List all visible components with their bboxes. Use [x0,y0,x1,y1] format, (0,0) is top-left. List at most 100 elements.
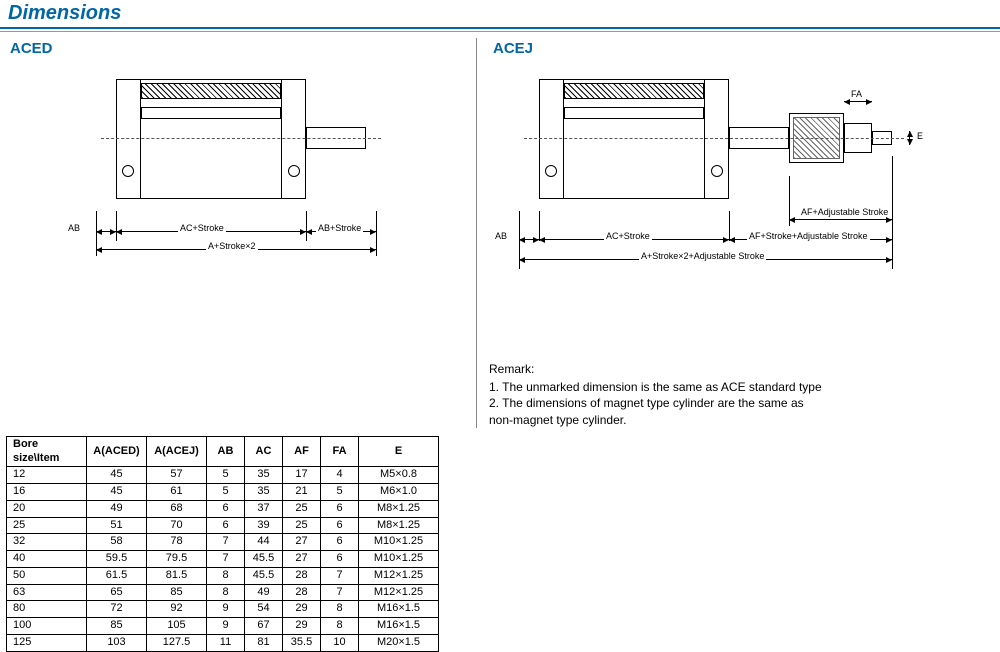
table-cell: M20×1.5 [359,634,439,651]
table-row: 204968637256M8×1.25 [7,500,439,517]
table-cell: 81.5 [147,567,207,584]
table-cell: 28 [283,567,321,584]
table-cell: 9 [207,601,245,618]
table-cell: 32 [7,534,87,551]
table-cell: 103 [87,634,147,651]
tick [892,156,893,269]
end-cap-right [704,79,729,199]
table-cell: 35 [245,484,283,501]
table-cell: 8 [207,584,245,601]
table-cell: 17 [283,467,321,484]
table-cell: 78 [147,534,207,551]
table-cell: 105 [147,618,207,635]
column-aced: ACED AB AC+Stroke A [6,38,466,428]
table-cell: 7 [207,534,245,551]
remark-line: 2. The dimensions of magnet type cylinde… [489,395,994,411]
table-cell: 125 [7,634,87,651]
inner-bore [141,107,281,119]
table-col-header: AB [207,436,245,467]
table-row: 5061.581.5845.5287M12×1.25 [7,567,439,584]
bolt-area-top [564,83,704,99]
table-cell: 29 [283,618,321,635]
dim-label: AB+Stroke [316,223,363,233]
table-cell: 39 [245,517,283,534]
table-cell: 6 [321,551,359,568]
table-cell: M16×1.5 [359,601,439,618]
dim-af-adj [789,219,892,220]
dim-label: FA [849,89,864,99]
dim-label: AF+Adjustable Stroke [799,207,890,217]
table-cell: 5 [207,467,245,484]
table-cell: 85 [87,618,147,635]
diagram-aced: AB AC+Stroke AB+Stroke A+Stroke×2 [6,61,466,261]
end-cap-left [116,79,141,199]
header-bar: Dimensions [0,0,1000,29]
table-cell: 6 [321,517,359,534]
table-cell: 80 [7,601,87,618]
column-acej: ACEJ FA E [476,38,994,428]
table-cell: 58 [87,534,147,551]
mount-hole-right [711,165,723,177]
mount-hole-left [545,165,557,177]
model-label-acej: ACEJ [493,40,994,57]
inner-bore [564,107,704,119]
dim-label: AB [66,223,82,233]
tick [116,211,117,241]
table-cell: 40 [7,551,87,568]
table-row: 325878744276M10×1.25 [7,534,439,551]
table-cell: 27 [283,551,321,568]
dimensions-table: Bore size\ItemA(ACED)A(ACEJ)ABACAFFAE 12… [6,436,439,652]
table-cell: M12×1.25 [359,567,439,584]
table-header-row: Bore size\ItemA(ACED)A(ACEJ)ABACAFFAE [7,436,439,467]
table-row: 255170639256M8×1.25 [7,517,439,534]
table-cell: 27 [283,534,321,551]
table-cell: 8 [207,567,245,584]
mount-hole-left [122,165,134,177]
table-cell: 45.5 [245,551,283,568]
centerline-h [524,138,904,139]
table-cell: 127.5 [147,634,207,651]
table-cell: M8×1.25 [359,500,439,517]
table-cell: 45 [87,467,147,484]
table-cell: 92 [147,601,207,618]
table-cell: 85 [147,584,207,601]
divider [0,31,1000,32]
dim-label: AF+Stroke+Adjustable Stroke [747,231,870,241]
table-row: 164561535215M6×1.0 [7,484,439,501]
table-cell: 35 [245,467,283,484]
table-cell: 81 [245,634,283,651]
table-cell: 7 [321,584,359,601]
table-col-header: AC [245,436,283,467]
table-cell: 7 [321,567,359,584]
table-col-header: E [359,436,439,467]
table-cell: M10×1.25 [359,551,439,568]
table-cell: 37 [245,500,283,517]
table-cell: 10 [321,634,359,651]
dim-e [909,131,910,145]
table-row: 125103127.5118135.510M20×1.5 [7,634,439,651]
table-cell: 5 [321,484,359,501]
dim-label: A+Stroke×2 [206,241,258,251]
table-cell: 25 [283,517,321,534]
table-cell: 61 [147,484,207,501]
dim-label: E [915,131,925,141]
table-cell: 5 [207,484,245,501]
mount-hole-right [288,165,300,177]
table-cell: M16×1.5 [359,618,439,635]
dim-label: AC+Stroke [604,231,652,241]
table-col-header: A(ACED) [87,436,147,467]
table-row: 124557535174M5×0.8 [7,467,439,484]
table-cell: 44 [245,534,283,551]
table-cell: 28 [283,584,321,601]
table-cell: 50 [7,567,87,584]
table-cell: 35.5 [283,634,321,651]
table-cell: 25 [7,517,87,534]
table-cell: 54 [245,601,283,618]
model-label-aced: ACED [10,40,466,57]
table-cell: 57 [147,467,207,484]
table-cell: 59.5 [87,551,147,568]
dim-ab [96,231,116,232]
content-columns: ACED AB AC+Stroke A [0,38,1000,428]
table-body: 124557535174M5×0.8164561535215M6×1.02049… [7,467,439,651]
table-col-header: Bore size\Item [7,436,87,467]
